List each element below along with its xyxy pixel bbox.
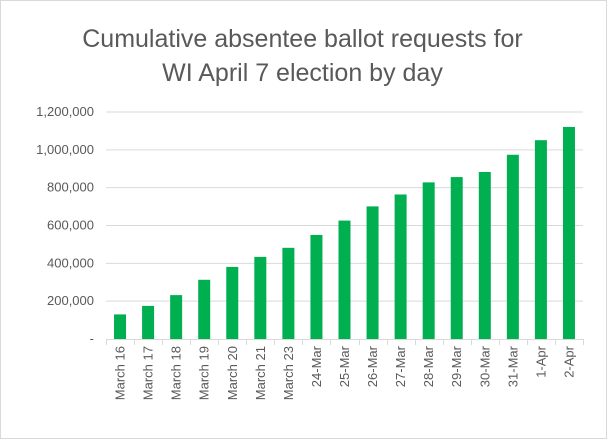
x-tick-label: March 16 [113, 346, 128, 400]
bar [198, 279, 211, 339]
chart-title-line-2: WI April 7 election by day [162, 59, 443, 87]
x-tick-label: 26-Mar [365, 345, 380, 387]
chart-title: Cumulative absentee ballot requests for … [0, 22, 605, 90]
y-tick-label: - [90, 331, 94, 346]
y-axis-tick-labels: - 200,000 400,000 600,000 800,000 1,000,000 1,… [36, 104, 94, 346]
y-tick-label: 1,200,000 [36, 104, 94, 119]
x-axis [106, 339, 584, 345]
bar [114, 314, 127, 339]
x-tick-label: March 17 [141, 346, 156, 400]
bar [394, 194, 407, 339]
y-tick-label: 800,000 [47, 180, 94, 195]
bar [310, 234, 323, 339]
x-tick-label: March 21 [253, 346, 268, 400]
y-tick-label: 1,000,000 [36, 142, 94, 157]
x-tick-label: March 23 [281, 346, 296, 400]
x-tick-label: 24-Mar [309, 345, 324, 387]
bar [254, 256, 267, 339]
x-tick-label: 25-Mar [337, 345, 352, 387]
bar [338, 220, 351, 339]
y-tick-label: 200,000 [47, 293, 94, 308]
x-tick-label: 31-Mar [505, 345, 520, 387]
x-tick-label: 1-Apr [533, 345, 548, 377]
bar [282, 247, 295, 339]
bar [142, 305, 155, 339]
y-tick-label: 400,000 [47, 255, 94, 270]
bar [506, 154, 519, 339]
bar [422, 182, 435, 339]
chart-title-line-1: Cumulative absentee ballot requests for [82, 25, 523, 53]
x-tick-label: 30-Mar [477, 345, 492, 387]
x-axis-tick-labels: March 16 March 17 March 18 March 19 March 20… [113, 345, 577, 400]
bar [562, 126, 575, 339]
y-tick-label: 600,000 [47, 218, 94, 233]
x-tick-label: 29-Mar [449, 345, 464, 387]
bar [226, 266, 239, 339]
bars [114, 126, 575, 339]
x-tick-label: 2-Apr [561, 345, 576, 377]
x-tick-label: 28-Mar [421, 345, 436, 387]
bar [450, 177, 463, 339]
x-tick-label: 27-Mar [393, 345, 408, 387]
bar [478, 171, 491, 339]
bar [170, 295, 183, 339]
x-tick-label: March 19 [197, 346, 212, 400]
x-tick-label: March 20 [225, 346, 240, 400]
bar [366, 206, 379, 339]
bar [534, 140, 547, 339]
x-tick-label: March 18 [169, 346, 184, 400]
